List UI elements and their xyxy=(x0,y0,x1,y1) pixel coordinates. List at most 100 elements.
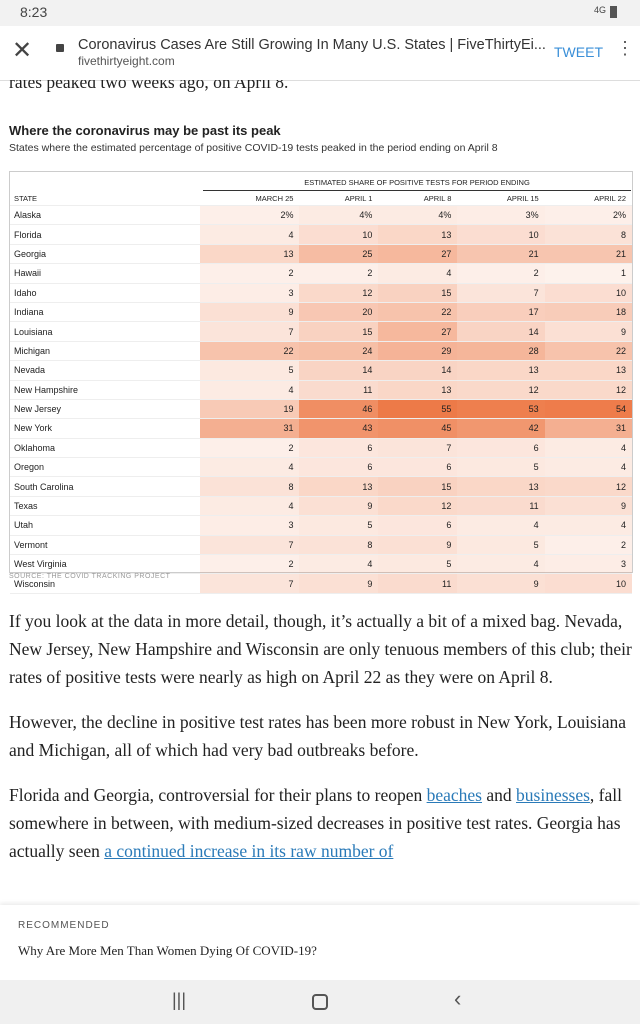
table-cell: 29 xyxy=(378,341,458,362)
table-cell: 18 xyxy=(544,302,632,323)
table-frame: ESTIMATED SHARE OF POSITIVE TESTS FOR PE… xyxy=(9,171,633,594)
table-cell: 31 xyxy=(200,418,300,439)
table-cell: 4 xyxy=(200,224,300,245)
table-cell: 19 xyxy=(200,399,300,420)
table-cell: 27 xyxy=(378,321,458,342)
table-row: Oklahoma 2 6 7 6 4 xyxy=(10,438,632,459)
table-cell: 4 xyxy=(299,554,379,575)
table-cell: 7 xyxy=(457,283,545,303)
table-cell: 6 xyxy=(299,457,379,478)
recommended-headline[interactable]: Why Are More Men Than Women Dying Of COV… xyxy=(18,943,317,958)
table-cell: 13 xyxy=(200,244,300,265)
table-row: Indiana 9 20 22 17 18 xyxy=(10,302,632,323)
link[interactable]: a continued increase in its raw number o… xyxy=(104,841,394,861)
table-cell: 15 xyxy=(378,283,458,303)
state-name: Texas xyxy=(10,496,200,517)
table-cell: 31 xyxy=(544,418,632,439)
table-row: Hawaii 2 2 4 2 1 xyxy=(10,263,632,284)
table-cell: 4 xyxy=(544,515,632,536)
table-cell: 3 xyxy=(544,554,632,575)
table-cell: 9 xyxy=(378,535,458,556)
table-row: Alaska 2% 4% 4% 3% 2% xyxy=(10,205,632,226)
table-cell: 6 xyxy=(378,515,458,536)
lead-fragment: rates peaked two weeks ago, on April 8. xyxy=(9,80,289,92)
table-cell: 2 xyxy=(457,263,545,284)
table-cell: 9 xyxy=(457,573,545,594)
table-subtitle: States where the estimated percentage of… xyxy=(9,142,498,154)
table-cell: 5 xyxy=(299,515,379,536)
back-button[interactable]: ‹ xyxy=(454,986,462,1011)
table-cell: 7 xyxy=(200,573,300,594)
column-header: APRIL 1 xyxy=(299,191,379,206)
table-cell: 7 xyxy=(378,438,458,459)
table-cell: 7 xyxy=(200,321,300,342)
menu-button[interactable]: ⋮ xyxy=(616,38,634,58)
table-cell: 22 xyxy=(378,302,458,323)
text: , fall somewhere in between, with medium… xyxy=(9,785,622,861)
page-title: Coronavirus Cases Are Still Growing In M… xyxy=(78,37,546,53)
table-cell: 11 xyxy=(378,573,458,594)
table-cell: 53 xyxy=(457,399,545,420)
recommended-label: RECOMMENDED xyxy=(18,920,110,931)
text: If you look at the data in more detail, … xyxy=(9,611,632,687)
link[interactable]: beaches xyxy=(426,785,482,805)
table-cell: 5 xyxy=(457,535,545,556)
table-cell: 6 xyxy=(457,438,545,459)
table-cell: 55 xyxy=(378,399,458,420)
close-button[interactable]: ✕ xyxy=(12,37,33,64)
table-cell: 4 xyxy=(457,554,545,575)
table-row: Nevada 5 14 14 13 13 xyxy=(10,360,632,381)
table-cell: 45 xyxy=(378,418,458,439)
table-row: Vermont 7 8 9 5 2 xyxy=(10,535,632,556)
table-cell: 4% xyxy=(378,205,458,226)
table-row: Georgia 13 25 27 21 21 xyxy=(10,244,632,265)
battery-icon xyxy=(610,6,617,18)
tweet-button[interactable]: TWEET xyxy=(554,44,603,60)
state-name: New Jersey xyxy=(10,399,200,420)
table-cell: 14 xyxy=(457,321,545,342)
table-cell: 21 xyxy=(457,244,545,265)
table-cell: 42 xyxy=(457,418,545,439)
table-row: Utah 3 5 6 4 4 xyxy=(10,515,632,536)
table-cell: 13 xyxy=(457,476,545,497)
column-header: APRIL 8 xyxy=(378,191,458,206)
table-cell: 14 xyxy=(299,360,379,381)
status-bar: 8:23 4G xyxy=(0,0,640,26)
state-name: Idaho xyxy=(10,283,200,303)
table-cell: 6 xyxy=(378,457,458,478)
recommended-bar[interactable]: RECOMMENDED Why Are More Men Than Women … xyxy=(0,905,640,980)
paragraph: Florida and Georgia, controversial for t… xyxy=(9,781,633,865)
table-cell: 15 xyxy=(378,476,458,497)
table-cell: 2 xyxy=(200,263,300,284)
table-cell: 9 xyxy=(200,302,300,323)
state-name: Florida xyxy=(10,224,200,245)
table-cell: 4% xyxy=(299,205,379,226)
table-row: Idaho 3 12 15 7 10 xyxy=(10,283,632,303)
link[interactable]: businesses xyxy=(516,785,590,805)
state-name: Alaska xyxy=(10,205,200,226)
table-cell: 13 xyxy=(544,360,632,381)
state-name: Georgia xyxy=(10,244,200,265)
url: fivethirtyeight.com xyxy=(78,54,175,68)
state-name: Utah xyxy=(10,515,200,536)
table-row: Louisiana 7 15 27 14 9 xyxy=(10,321,632,342)
recents-button[interactable]: ||| xyxy=(172,990,187,1010)
table-cell: 5 xyxy=(457,457,545,478)
navigation-bar: ||| ‹ xyxy=(0,980,640,1024)
table-cell: 2 xyxy=(200,438,300,459)
paragraph: However, the decline in positive test ra… xyxy=(9,708,633,764)
table-cell: 6 xyxy=(299,438,379,459)
article: rates peaked two weeks ago, on April 8. … xyxy=(0,80,640,980)
table-cell: 46 xyxy=(299,399,379,420)
state-name: Wisconsin xyxy=(10,573,200,594)
group-header: ESTIMATED SHARE OF POSITIVE TESTS FOR PE… xyxy=(203,178,631,191)
state-name: Michigan xyxy=(10,341,200,362)
table-cell: 14 xyxy=(378,360,458,381)
home-button[interactable] xyxy=(312,994,328,1010)
table-row: West Virginia 2 4 5 4 3 xyxy=(10,554,632,575)
table-cell: 7 xyxy=(200,535,300,556)
table-cell: 2 xyxy=(544,535,632,556)
table-cell: 12 xyxy=(378,496,458,517)
table-cell: 13 xyxy=(378,224,458,245)
